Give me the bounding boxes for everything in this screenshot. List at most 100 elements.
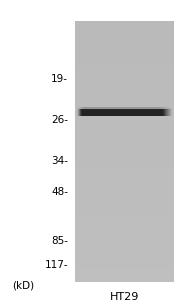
Polygon shape [119,109,120,116]
Polygon shape [164,106,165,110]
Polygon shape [142,110,143,116]
Polygon shape [140,110,141,116]
Polygon shape [168,110,169,116]
Polygon shape [142,106,143,110]
Polygon shape [117,106,118,110]
Polygon shape [87,106,88,110]
Polygon shape [89,106,90,110]
Polygon shape [136,106,137,110]
Polygon shape [146,106,147,110]
Polygon shape [138,106,139,110]
Polygon shape [165,106,166,110]
Polygon shape [84,106,85,110]
Polygon shape [143,110,144,116]
Polygon shape [85,109,86,116]
Polygon shape [149,106,150,110]
Polygon shape [92,109,93,116]
Polygon shape [126,110,127,116]
Polygon shape [120,109,121,116]
Polygon shape [163,106,164,110]
Polygon shape [122,106,123,110]
Polygon shape [161,110,162,116]
Polygon shape [98,106,99,110]
Polygon shape [151,110,152,116]
Polygon shape [135,106,136,110]
Polygon shape [114,109,115,116]
Polygon shape [86,106,87,110]
Polygon shape [123,106,124,110]
Polygon shape [97,109,98,116]
Polygon shape [121,109,122,116]
Polygon shape [80,106,81,110]
Polygon shape [94,109,95,116]
Polygon shape [106,106,107,110]
Polygon shape [91,106,92,110]
Polygon shape [92,106,93,110]
Polygon shape [81,109,82,116]
Polygon shape [105,109,106,116]
Polygon shape [160,110,161,116]
Polygon shape [144,106,145,110]
Polygon shape [109,106,110,110]
Polygon shape [88,106,89,110]
Polygon shape [82,109,83,116]
Polygon shape [84,109,85,116]
Polygon shape [95,109,96,116]
Polygon shape [169,106,170,110]
Polygon shape [98,109,99,116]
Text: HT29: HT29 [110,292,139,300]
Polygon shape [168,106,169,110]
Polygon shape [150,106,151,110]
Polygon shape [101,109,102,116]
Polygon shape [97,106,98,110]
Polygon shape [79,106,80,110]
Text: 19-: 19- [51,74,68,85]
Polygon shape [148,106,149,110]
Polygon shape [151,106,152,110]
Polygon shape [129,106,130,110]
Polygon shape [105,106,106,110]
Polygon shape [90,109,91,116]
Polygon shape [144,110,145,116]
Polygon shape [160,106,161,110]
Polygon shape [112,106,113,110]
Polygon shape [132,110,133,116]
Polygon shape [158,106,159,110]
Polygon shape [162,106,163,110]
Polygon shape [167,106,168,110]
Polygon shape [81,106,82,110]
Polygon shape [96,106,97,110]
Polygon shape [102,106,103,110]
Polygon shape [141,106,142,110]
Polygon shape [139,106,140,110]
Polygon shape [94,106,95,110]
Polygon shape [133,110,134,116]
Polygon shape [155,110,156,116]
Polygon shape [114,106,115,110]
Polygon shape [132,106,133,110]
Polygon shape [121,106,122,110]
Polygon shape [127,110,128,116]
Polygon shape [135,110,136,116]
Polygon shape [141,110,142,116]
Polygon shape [108,106,109,110]
Polygon shape [131,106,132,110]
Polygon shape [110,106,111,110]
Polygon shape [119,106,120,110]
Polygon shape [130,106,131,110]
Polygon shape [80,109,81,116]
Polygon shape [140,106,141,110]
Polygon shape [158,110,159,116]
Polygon shape [99,109,100,116]
Polygon shape [101,106,102,110]
Polygon shape [83,106,84,110]
Polygon shape [131,110,132,116]
Text: 48-: 48- [51,187,68,197]
Polygon shape [113,106,114,110]
Polygon shape [164,110,165,116]
Polygon shape [128,106,129,110]
Polygon shape [152,106,153,110]
Polygon shape [99,106,100,110]
Polygon shape [118,106,119,110]
Polygon shape [91,109,92,116]
